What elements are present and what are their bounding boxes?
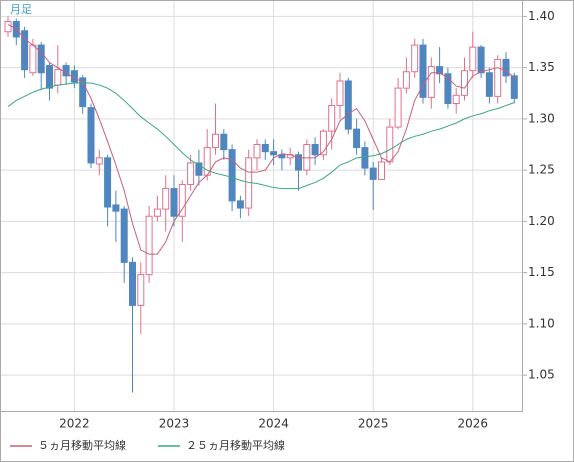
candle-body [411, 44, 419, 73]
candle-body [427, 66, 435, 98]
legend-label: ２５ヵ月移動平均線 [186, 438, 285, 452]
candle-body [494, 58, 502, 97]
candle-body [419, 44, 427, 98]
candle-body [328, 105, 336, 132]
candle-body [278, 154, 286, 159]
candle-body [220, 133, 228, 151]
candle-body [452, 94, 460, 105]
candle-body [87, 107, 95, 164]
candle-body [178, 183, 186, 217]
candle-body [46, 65, 53, 89]
candle-body [153, 208, 161, 217]
candle-body [162, 188, 170, 210]
candle-body [510, 75, 518, 99]
candle-body [37, 44, 45, 74]
x-tick-label: 2025 [358, 417, 389, 431]
candle-body [212, 133, 219, 149]
candle-body [195, 162, 203, 176]
candle-body [369, 167, 377, 180]
candle-body [253, 144, 261, 159]
y-tick-label: 1.10 [528, 316, 555, 330]
x-tick-label: 2026 [458, 417, 489, 431]
candle-body [129, 261, 136, 306]
y-tick-label: 1.05 [528, 368, 555, 382]
candle-body [236, 200, 244, 209]
chart-label: 月足 [10, 3, 32, 16]
candle-body [54, 69, 62, 86]
candle-body [469, 46, 477, 72]
candle-body [21, 30, 29, 71]
candle-body [378, 161, 385, 180]
candle-body [485, 72, 493, 97]
candle-body [477, 46, 485, 74]
ma-line [7, 82, 515, 190]
y-tick-label: 1.35 [528, 60, 555, 74]
candle-body [353, 128, 361, 149]
candle-body [336, 80, 344, 107]
candle-body [319, 130, 327, 156]
candle-body [104, 157, 112, 208]
candle-body [295, 154, 302, 171]
candle-body [79, 77, 87, 108]
candle-body [270, 151, 278, 156]
x-tick-label: 2022 [59, 417, 90, 431]
candle-body [344, 80, 352, 130]
y-tick-label: 1.20 [528, 214, 555, 228]
y-tick-label: 1.30 [528, 111, 555, 125]
candle-body [394, 87, 402, 128]
candle-body [187, 162, 195, 185]
x-tick-label: 2023 [159, 417, 190, 431]
candle-body [120, 208, 128, 263]
candle-body [228, 149, 236, 202]
candle-body [29, 44, 37, 74]
candle-body [4, 21, 12, 33]
plot-frame [0, 0, 523, 412]
candle-body [436, 66, 444, 75]
y-tick-label: 1.40 [528, 9, 555, 23]
y-tick-label: 1.15 [528, 265, 555, 279]
candle-body [112, 204, 120, 212]
candle-body [361, 147, 369, 169]
candle-body [170, 188, 178, 217]
ma-line [7, 24, 515, 255]
candle-body [502, 58, 510, 77]
plot-area [0, 0, 523, 412]
x-tick-label: 2024 [258, 417, 289, 431]
candle-body [95, 157, 103, 165]
legend-label: ５ヵ月移動平均線 [38, 438, 126, 452]
candle-body [386, 126, 394, 163]
candle-body [145, 215, 153, 276]
candle-body [303, 144, 311, 171]
candle-body [311, 144, 319, 156]
candle-body [402, 71, 410, 89]
candle-body [461, 70, 468, 96]
y-tick-label: 1.25 [528, 163, 555, 177]
candle-body [137, 274, 145, 306]
candle-body [261, 144, 269, 153]
candle-body [444, 73, 452, 105]
